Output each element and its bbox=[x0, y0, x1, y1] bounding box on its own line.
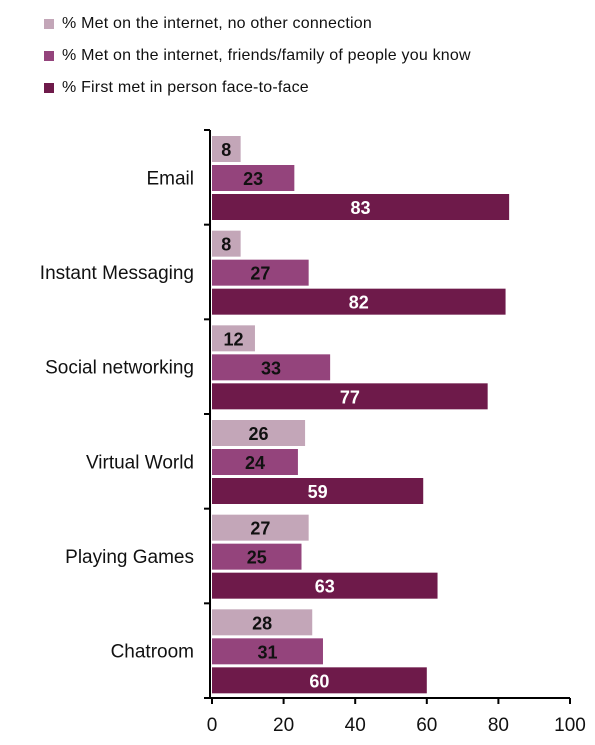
data-label-social-networking-series-1: 12 bbox=[223, 329, 243, 349]
legend-swatch-face-to-face bbox=[44, 83, 54, 93]
data-label-email-series-2: 23 bbox=[243, 169, 263, 189]
data-label-playing-games-series-3: 63 bbox=[315, 577, 335, 597]
bar-playing-games-series-2 bbox=[212, 543, 302, 570]
data-label-virtual-world-series-2: 24 bbox=[245, 453, 265, 473]
bar-email-series-3 bbox=[212, 194, 510, 220]
bar-social-networking-series-2 bbox=[212, 354, 331, 381]
legend-item-face-to-face: % First met in person face-to-face bbox=[44, 72, 471, 104]
data-label-chatroom-series-3: 60 bbox=[309, 671, 329, 691]
data-label-email-series-1: 8 bbox=[221, 140, 231, 160]
data-label-playing-games-series-2: 25 bbox=[247, 548, 267, 568]
x-tick-label-20: 20 bbox=[273, 715, 294, 736]
x-tick-label-60: 60 bbox=[416, 715, 437, 736]
bar-instant-messaging-series-2 bbox=[212, 259, 309, 286]
data-label-virtual-world-series-3: 59 bbox=[308, 482, 328, 502]
x-tick-label-0: 0 bbox=[207, 715, 218, 736]
category-label-social-networking: Social networking bbox=[45, 358, 194, 379]
legend-swatch-no-other-connection bbox=[44, 19, 54, 29]
bar-chatroom-series-3 bbox=[212, 667, 427, 694]
x-tick-label-80: 80 bbox=[488, 715, 509, 736]
legend-swatch-friends-family bbox=[44, 51, 54, 61]
legend-item-no-other-connection: % Met on the internet, no other connecti… bbox=[44, 8, 471, 40]
data-label-social-networking-series-3: 77 bbox=[340, 387, 360, 407]
bar-social-networking-series-1 bbox=[212, 325, 255, 352]
category-label-chatroom: Chatroom bbox=[111, 642, 194, 663]
data-label-virtual-world-series-1: 26 bbox=[249, 424, 269, 444]
data-label-email-series-3: 83 bbox=[351, 198, 371, 218]
data-label-instant-messaging-series-1: 8 bbox=[221, 235, 231, 255]
chart-legend: % Met on the internet, no other connecti… bbox=[44, 8, 471, 104]
bar-email-series-1 bbox=[212, 136, 241, 162]
legend-label-friends-family: % Met on the internet, friends/family of… bbox=[62, 47, 471, 64]
bar-playing-games-series-3 bbox=[212, 572, 438, 599]
legend-label-no-other-connection: % Met on the internet, no other connecti… bbox=[62, 15, 372, 32]
x-tick-label-40: 40 bbox=[345, 715, 366, 736]
legend-item-friends-family: % Met on the internet, friends/family of… bbox=[44, 40, 471, 72]
data-label-social-networking-series-2: 33 bbox=[261, 358, 281, 378]
data-label-chatroom-series-1: 28 bbox=[252, 613, 272, 633]
data-label-instant-messaging-series-2: 27 bbox=[250, 264, 270, 284]
data-label-playing-games-series-1: 27 bbox=[250, 519, 270, 539]
legend-label-face-to-face: % First met in person face-to-face bbox=[62, 79, 309, 96]
bar-instant-messaging-series-1 bbox=[212, 230, 241, 257]
data-label-instant-messaging-series-3: 82 bbox=[349, 293, 369, 313]
bar-chatroom-series-1 bbox=[212, 609, 313, 636]
category-label-email: Email bbox=[146, 168, 194, 189]
bar-playing-games-series-1 bbox=[212, 514, 309, 541]
bar-virtual-world-series-2 bbox=[212, 449, 298, 475]
data-label-chatroom-series-2: 31 bbox=[257, 642, 277, 662]
category-label-virtual-world: Virtual World bbox=[86, 452, 194, 473]
bar-virtual-world-series-1 bbox=[212, 420, 306, 446]
bar-social-networking-series-3 bbox=[212, 383, 488, 410]
bar-virtual-world-series-3 bbox=[212, 478, 424, 504]
bar-chatroom-series-2 bbox=[212, 638, 323, 665]
bar-email-series-2 bbox=[212, 165, 295, 191]
bar-instant-messaging-series-3 bbox=[212, 288, 506, 315]
category-label-instant-messaging: Instant Messaging bbox=[40, 263, 194, 284]
category-label-playing-games: Playing Games bbox=[65, 547, 194, 568]
x-tick-label-100: 100 bbox=[554, 715, 586, 736]
